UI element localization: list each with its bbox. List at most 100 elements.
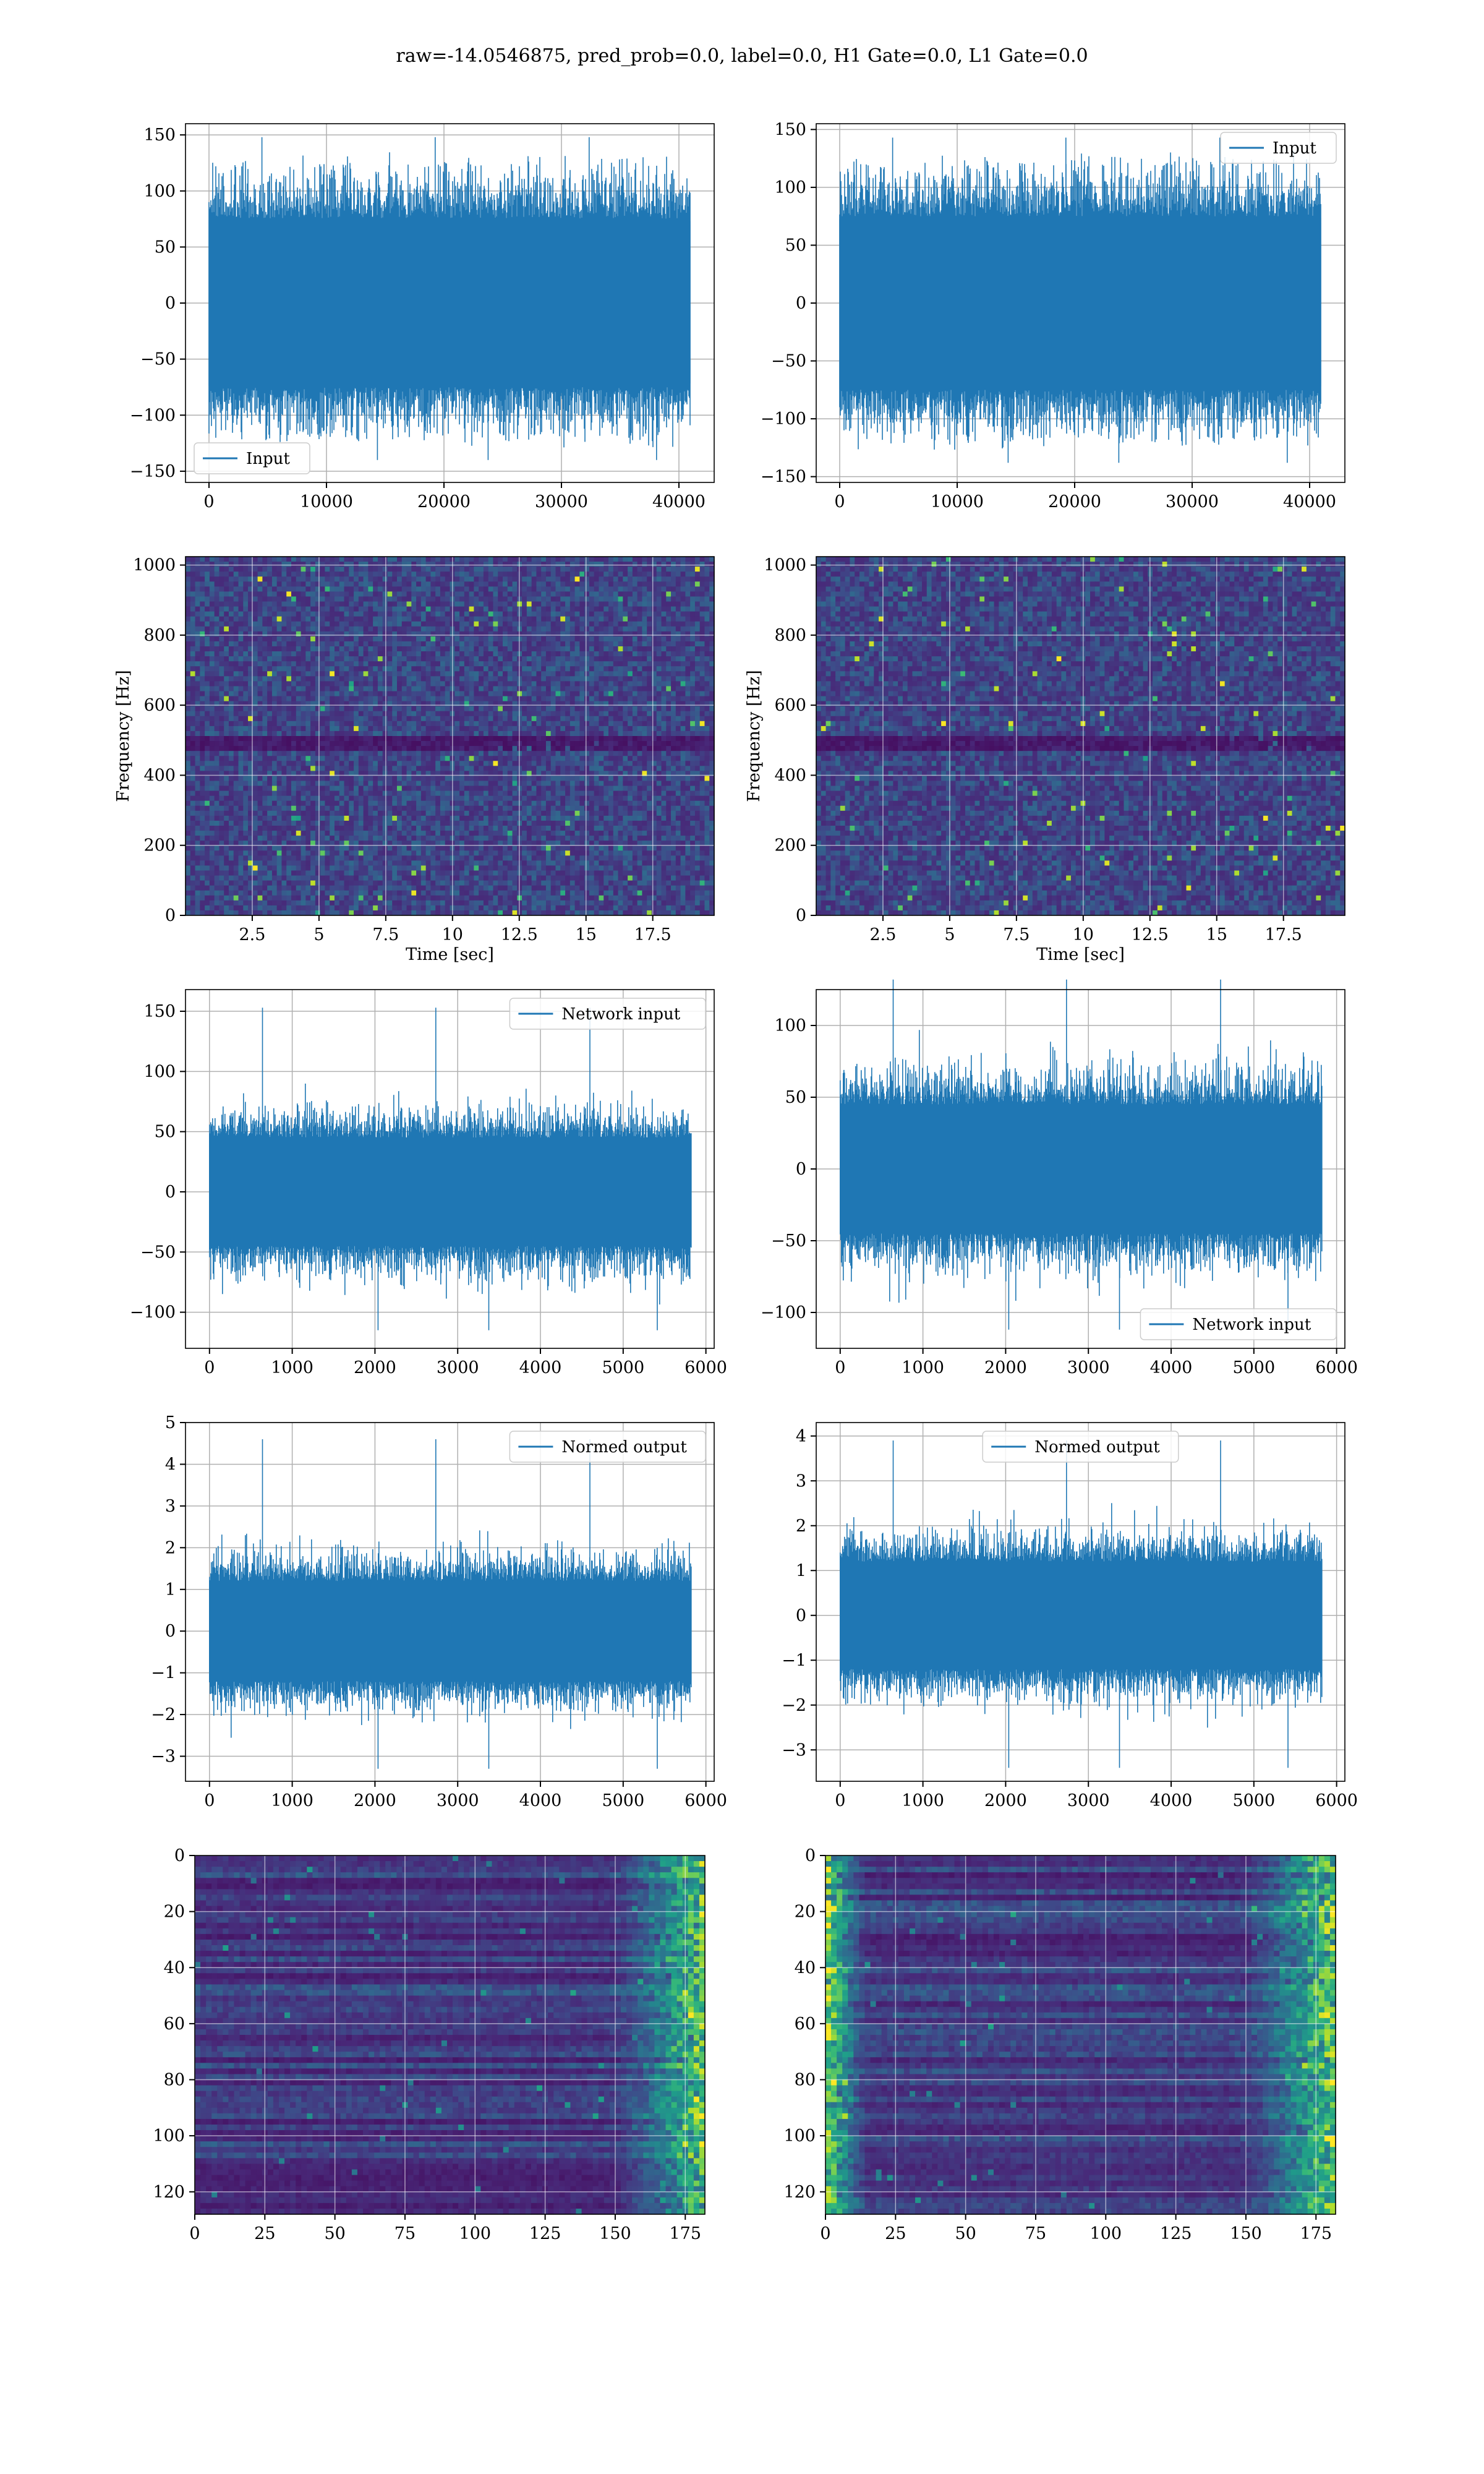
y-tick-label: 100 bbox=[774, 178, 806, 197]
y-tick-label: −100 bbox=[761, 1303, 806, 1322]
x-tick-label: 40000 bbox=[652, 492, 706, 511]
x-tick-label: 4000 bbox=[1150, 1358, 1193, 1377]
y-axis-label: Frequency [Hz] bbox=[744, 670, 764, 802]
x-tick-label: 2000 bbox=[984, 1791, 1027, 1810]
x-tick-label: 4000 bbox=[519, 1358, 562, 1377]
heatmap-cells bbox=[186, 557, 715, 916]
y-tick-label: −50 bbox=[140, 1243, 176, 1262]
x-tick-label: 25 bbox=[885, 2224, 906, 2243]
x-tick-label: 0 bbox=[189, 2224, 200, 2243]
y-tick-label: 0 bbox=[165, 294, 176, 313]
y-tick-label: −3 bbox=[782, 1740, 806, 1760]
x-tick-label: 100 bbox=[1090, 2224, 1122, 2243]
x-tick-label: 0 bbox=[835, 1358, 845, 1377]
legend-label: Network input bbox=[1192, 1316, 1311, 1334]
y-tick-label: 20 bbox=[164, 1903, 185, 1922]
y-axis-label: Frequency [Hz] bbox=[114, 670, 133, 802]
x-tick-label: 25 bbox=[254, 2224, 275, 2243]
y-tick-label: 0 bbox=[165, 906, 176, 925]
x-tick-label: 5000 bbox=[602, 1791, 644, 1810]
y-tick-label: 800 bbox=[143, 626, 176, 645]
y-tick-label: 0 bbox=[174, 1846, 185, 1865]
x-tick-label: 2000 bbox=[354, 1358, 396, 1377]
x-tick-label: 50 bbox=[955, 2224, 976, 2243]
x-tick-label: 3000 bbox=[437, 1791, 479, 1810]
x-axis-label: Time [sec] bbox=[1036, 945, 1125, 964]
y-tick-label: 120 bbox=[153, 2183, 185, 2202]
x-tick-label: 6000 bbox=[684, 1791, 727, 1810]
y-tick-label: 600 bbox=[143, 696, 176, 715]
x-tick-label: 0 bbox=[834, 492, 845, 511]
y-tick-label: 4 bbox=[165, 1455, 176, 1474]
x-tick-label: 100 bbox=[459, 2224, 492, 2243]
y-tick-label: −150 bbox=[761, 468, 806, 487]
x-tick-label: 1000 bbox=[271, 1791, 313, 1810]
y-tick-label: 400 bbox=[774, 766, 806, 785]
y-tick-label: 1000 bbox=[133, 556, 176, 575]
x-tick-label: 2.5 bbox=[239, 925, 265, 944]
x-tick-label: 1000 bbox=[902, 1791, 944, 1810]
y-tick-label: −100 bbox=[130, 406, 176, 425]
x-tick-label: 175 bbox=[1300, 2224, 1332, 2243]
x-tick-label: 0 bbox=[820, 2224, 830, 2243]
x-tick-label: 17.5 bbox=[634, 925, 672, 944]
y-tick-label: −2 bbox=[782, 1696, 806, 1715]
y-tick-label: 1 bbox=[796, 1561, 806, 1580]
x-axis-label: Time [sec] bbox=[406, 945, 494, 964]
y-tick-label: 40 bbox=[164, 1958, 185, 1977]
y-tick-label: 100 bbox=[153, 2126, 185, 2146]
y-tick-label: −100 bbox=[130, 1303, 176, 1322]
legend-label: Normed output bbox=[561, 1438, 687, 1457]
y-tick-label: −50 bbox=[771, 352, 806, 371]
y-tick-label: 5 bbox=[165, 1413, 176, 1432]
y-tick-label: 0 bbox=[796, 906, 806, 925]
x-tick-label: 125 bbox=[529, 2224, 561, 2243]
y-tick-label: 60 bbox=[795, 2014, 816, 2034]
figure-suptitle: raw=-14.0546875, pred_prob=0.0, label=0.… bbox=[396, 45, 1088, 67]
x-tick-label: 1000 bbox=[271, 1358, 313, 1377]
x-tick-label: 0 bbox=[835, 1791, 845, 1810]
x-tick-label: 5000 bbox=[1232, 1791, 1275, 1810]
y-tick-label: 80 bbox=[164, 2071, 185, 2090]
x-tick-label: 5000 bbox=[1232, 1358, 1275, 1377]
legend: Input bbox=[1221, 132, 1336, 163]
x-tick-label: 2000 bbox=[354, 1791, 396, 1810]
heatmap-cells bbox=[195, 1856, 706, 2215]
x-tick-label: 15 bbox=[1206, 925, 1227, 944]
y-tick-label: 100 bbox=[783, 2126, 816, 2146]
x-tick-label: 50 bbox=[324, 2224, 345, 2243]
x-tick-label: 10 bbox=[1073, 925, 1094, 944]
y-tick-label: 2 bbox=[165, 1538, 176, 1557]
x-tick-label: 75 bbox=[1025, 2224, 1046, 2243]
y-tick-label: 0 bbox=[796, 294, 806, 313]
y-tick-label: 50 bbox=[785, 1088, 806, 1107]
x-tick-label: 0 bbox=[204, 1791, 215, 1810]
x-tick-label: 17.5 bbox=[1265, 925, 1302, 944]
y-tick-label: 40 bbox=[795, 1958, 816, 1977]
x-tick-label: 125 bbox=[1160, 2224, 1192, 2243]
legend-label: Network input bbox=[561, 1005, 680, 1024]
x-tick-label: 3000 bbox=[1067, 1358, 1110, 1377]
x-tick-label: 2.5 bbox=[869, 925, 896, 944]
heatmap-cells bbox=[816, 557, 1345, 916]
y-tick-label: 0 bbox=[796, 1606, 806, 1625]
y-tick-label: 1 bbox=[165, 1580, 176, 1599]
y-tick-label: 1000 bbox=[764, 556, 806, 575]
x-tick-label: 175 bbox=[669, 2224, 701, 2243]
y-tick-label: 100 bbox=[143, 182, 176, 201]
x-tick-label: 10 bbox=[442, 925, 463, 944]
y-tick-label: 200 bbox=[774, 836, 806, 855]
y-tick-label: 3 bbox=[796, 1471, 806, 1491]
y-tick-label: 3 bbox=[165, 1497, 176, 1516]
x-tick-label: 5 bbox=[313, 925, 324, 944]
y-tick-label: 50 bbox=[785, 236, 806, 255]
y-tick-label: 150 bbox=[143, 1002, 176, 1021]
x-tick-label: 30000 bbox=[1166, 492, 1219, 511]
x-tick-label: 6000 bbox=[684, 1358, 727, 1377]
y-tick-label: −1 bbox=[151, 1664, 176, 1683]
y-tick-label: 0 bbox=[796, 1160, 806, 1179]
x-tick-label: 1000 bbox=[902, 1358, 944, 1377]
